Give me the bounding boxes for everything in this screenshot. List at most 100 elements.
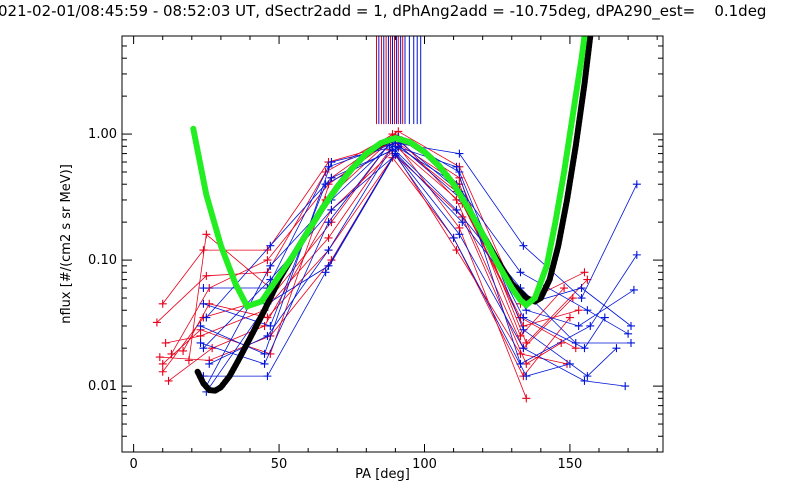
- data-point-blue: [621, 382, 630, 391]
- data-point-blue: [455, 149, 464, 158]
- data-point-blue: [580, 376, 589, 385]
- data-point-blue: [632, 180, 641, 189]
- data-point-red: [263, 313, 272, 322]
- data-layer: [152, 36, 641, 403]
- data-point-blue: [519, 241, 528, 250]
- data-point-blue: [205, 359, 214, 368]
- series-line-red: [162, 134, 574, 372]
- data-point-blue: [632, 250, 641, 259]
- data-point-red: [155, 353, 164, 362]
- data-point-blue: [577, 284, 586, 293]
- data-point-blue: [391, 151, 400, 160]
- data-point-blue: [327, 205, 336, 214]
- data-point-blue: [199, 299, 208, 308]
- x-tick-label: 150: [558, 457, 583, 472]
- data-point-blue: [324, 246, 333, 255]
- data-point-blue: [583, 306, 592, 315]
- chart-title: 021-02-01/08:45:59 - 08:52:03 UT, dSectr…: [0, 2, 767, 20]
- data-point-blue: [516, 268, 525, 277]
- data-point-blue: [629, 285, 638, 294]
- data-point-red: [565, 313, 574, 322]
- x-tick-label: 100: [412, 457, 437, 472]
- data-point-blue: [519, 344, 528, 353]
- data-point-red: [574, 306, 583, 315]
- data-point-blue: [519, 313, 528, 322]
- data-point-blue: [624, 329, 633, 338]
- data-point-red: [208, 344, 217, 353]
- data-point-red: [522, 338, 531, 347]
- data-point-blue: [452, 205, 461, 214]
- y-tick-label: 0.01: [88, 379, 117, 394]
- data-point-blue: [612, 344, 621, 353]
- data-point-blue: [600, 313, 609, 322]
- data-point-red: [324, 233, 333, 242]
- data-point-blue: [583, 372, 592, 381]
- series-line-blue: [203, 152, 626, 387]
- series-line-red: [168, 145, 527, 399]
- data-point-blue: [263, 331, 272, 340]
- series-line-blue: [203, 142, 638, 299]
- data-point-red: [263, 246, 272, 255]
- x-tick-label: 50: [271, 457, 288, 472]
- data-point-blue: [327, 158, 336, 167]
- data-point-blue: [266, 241, 275, 250]
- data-point-blue: [260, 359, 269, 368]
- data-point-blue: [199, 344, 208, 353]
- data-point-blue: [263, 372, 272, 381]
- data-point-red: [263, 268, 272, 277]
- data-point-red: [263, 256, 272, 265]
- data-point-blue: [449, 233, 458, 242]
- data-point-blue: [452, 162, 461, 171]
- data-point-red: [152, 318, 161, 327]
- data-point-blue: [455, 230, 464, 239]
- x-axis-label: PA [deg]: [355, 467, 410, 482]
- data-point-blue: [321, 268, 330, 277]
- data-point-blue: [266, 261, 275, 270]
- data-point-blue: [327, 173, 336, 182]
- data-point-red: [516, 349, 525, 358]
- data-point-red: [583, 275, 592, 284]
- data-point-blue: [458, 218, 467, 227]
- data-point-red: [158, 359, 167, 368]
- data-point-blue: [580, 344, 589, 353]
- data-point-red: [202, 230, 211, 239]
- data-point-blue: [571, 338, 580, 347]
- y-tick-label: 1.00: [88, 127, 117, 142]
- data-point-blue: [522, 372, 531, 381]
- data-point-red: [522, 394, 531, 403]
- series-line-blue: [205, 144, 631, 387]
- series-line-blue: [203, 154, 571, 377]
- data-point-blue: [519, 325, 528, 334]
- x-tick-label: 0: [129, 457, 137, 472]
- data-point-red: [580, 268, 589, 277]
- data-point-blue: [202, 313, 211, 322]
- data-point-blue: [577, 294, 586, 303]
- data-point-blue: [196, 321, 205, 330]
- data-point-blue: [321, 180, 330, 189]
- y-tick-label: 0.10: [88, 253, 117, 268]
- series-line-red: [182, 152, 568, 365]
- data-point-blue: [391, 142, 400, 151]
- series-line-red: [159, 156, 571, 377]
- data-point-red: [161, 338, 170, 347]
- data-point-red: [158, 367, 167, 376]
- data-point-blue: [196, 338, 205, 347]
- data-point-red: [179, 346, 188, 355]
- fit-curve-green: [190, 36, 588, 310]
- series-line-blue: [205, 142, 606, 393]
- y-axis-label: nflux [#/(cm2 s sr MeV)]: [59, 164, 74, 324]
- data-point-blue: [565, 359, 574, 368]
- data-point-blue: [324, 218, 333, 227]
- data-point-red: [202, 271, 211, 280]
- data-point-blue: [586, 321, 595, 330]
- data-point-red: [184, 356, 193, 365]
- data-point-blue: [627, 321, 636, 330]
- series-line-blue: [203, 149, 632, 327]
- series-line-blue: [206, 147, 629, 335]
- series-line-red: [165, 149, 562, 365]
- series-line-blue: [200, 139, 635, 365]
- data-point-blue: [324, 261, 333, 270]
- data-point-blue: [260, 349, 269, 358]
- data-point-blue: [627, 338, 636, 347]
